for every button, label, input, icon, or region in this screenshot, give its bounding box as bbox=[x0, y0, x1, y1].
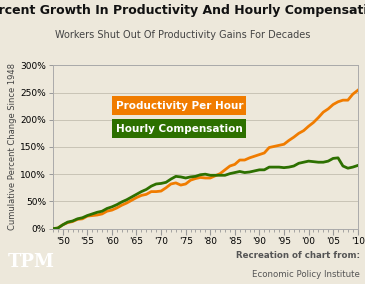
Text: Productivity Per Hour: Productivity Per Hour bbox=[116, 101, 243, 111]
FancyBboxPatch shape bbox=[112, 96, 246, 115]
Y-axis label: Cumulative Percent Change Since 1948: Cumulative Percent Change Since 1948 bbox=[8, 63, 17, 231]
Text: TPM: TPM bbox=[8, 253, 55, 271]
Text: Workers Shut Out Of Productivity Gains For Decades: Workers Shut Out Of Productivity Gains F… bbox=[55, 30, 310, 40]
Text: Percent Growth In Productivity And Hourly Compensation: Percent Growth In Productivity And Hourl… bbox=[0, 4, 365, 17]
Text: Hourly Compensation: Hourly Compensation bbox=[116, 124, 243, 133]
Text: Recreation of chart from:: Recreation of chart from: bbox=[235, 251, 360, 260]
Text: Economic Policy Institute: Economic Policy Institute bbox=[251, 270, 360, 279]
FancyBboxPatch shape bbox=[112, 119, 246, 138]
